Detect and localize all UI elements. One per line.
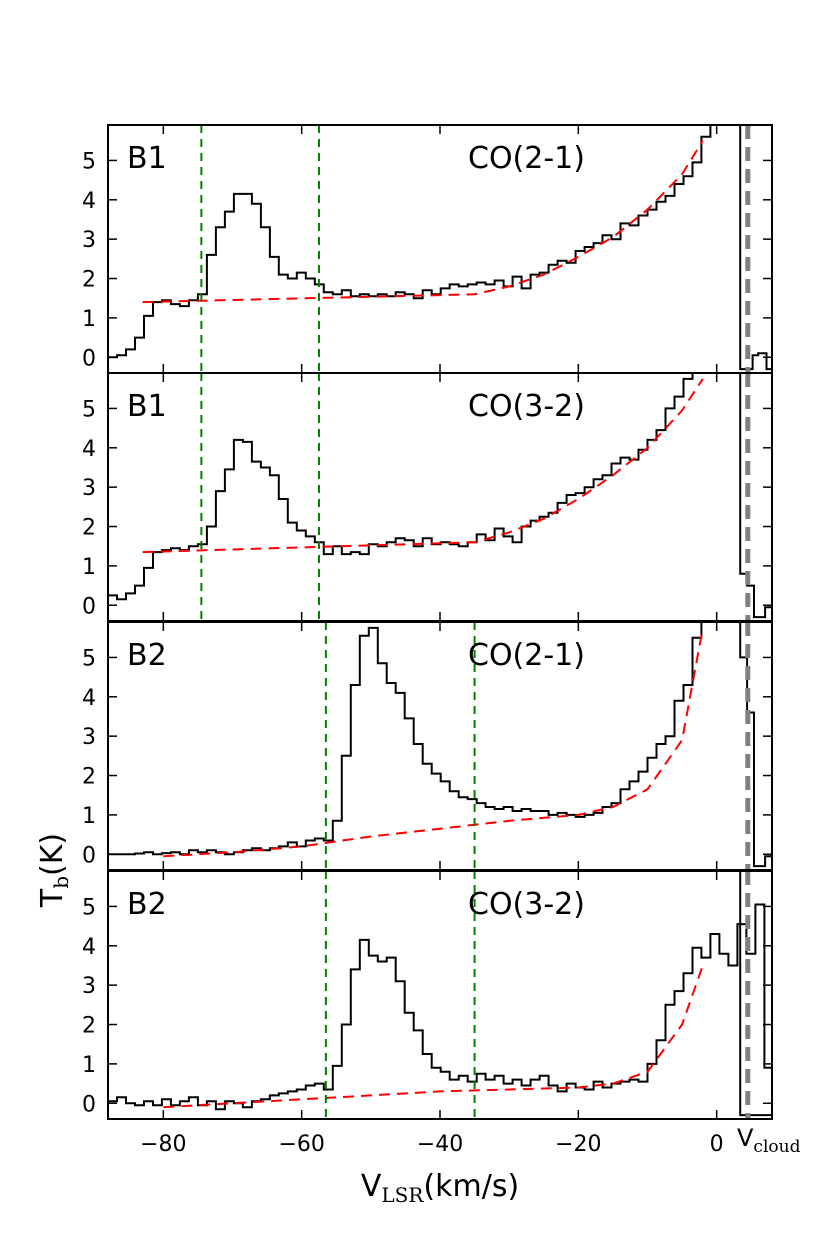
spectrum-line xyxy=(108,373,703,601)
panel-4: 0 1 2 3 4 5 B2 CO(3-2) xyxy=(82,870,773,1120)
vcloud-label-main: V xyxy=(737,1124,754,1152)
panel-source-label: B2 xyxy=(127,638,167,673)
y-tick-label: 3 xyxy=(82,974,96,999)
y-tick-label: 2 xyxy=(82,765,96,790)
panel-source-label: B1 xyxy=(127,141,167,176)
y-tick-label: 0 xyxy=(82,843,96,868)
baseline-fit xyxy=(142,140,704,304)
panel-frame xyxy=(107,870,773,1120)
panels-layer: 0 1 2 3 4 5 B1 CO(2-1) 0 1 2 3 4 5 B1 CO(3-2) 0 1 2 3 4 5 B2 CO… xyxy=(82,124,773,1120)
y-tick-label: 4 xyxy=(82,935,96,960)
panel-line-label: CO(3-2) xyxy=(468,887,585,922)
x-tick-label: −40 xyxy=(417,1132,463,1157)
y-axis-label-main: T xyxy=(35,888,70,908)
x-axis-label-sub: LSR xyxy=(381,1183,424,1207)
y-tick-label: 0 xyxy=(82,1092,96,1117)
y-tick-label: 4 xyxy=(82,686,96,711)
panel-source-label: B2 xyxy=(127,887,167,922)
x-tick-label: −20 xyxy=(555,1132,601,1157)
y-tick-label: 3 xyxy=(82,476,96,501)
panel-frame xyxy=(107,372,773,622)
y-tick-label: 1 xyxy=(82,307,96,332)
vcloud-label: Vcloud xyxy=(737,1124,801,1157)
y-tick-label: 1 xyxy=(82,804,96,829)
spectrum-edge-fragment xyxy=(739,622,772,868)
x-axis-label-unit: (km/s) xyxy=(423,1169,519,1204)
spectrum-edge-fragment xyxy=(739,373,772,619)
y-axis-label-unit: (K) xyxy=(35,833,70,876)
x-tick-label: −60 xyxy=(278,1132,324,1157)
plot-area xyxy=(108,125,772,373)
panel-1: 0 1 2 3 4 5 B1 CO(2-1) xyxy=(82,124,773,374)
panel-2: 0 1 2 3 4 5 B1 CO(3-2) xyxy=(82,372,773,622)
panel-frame xyxy=(107,124,773,374)
y-tick-label: 3 xyxy=(82,228,96,253)
x-axis-label-main: V xyxy=(361,1169,382,1204)
y-tick-label: 5 xyxy=(82,397,96,422)
y-tick-label: 5 xyxy=(82,646,96,671)
panel-3: 0 1 2 3 4 5 B2 CO(2-1) xyxy=(82,621,773,871)
baseline-fit xyxy=(163,965,704,1109)
y-tick-label: 5 xyxy=(82,149,96,174)
x-tick-labels: −80 −60 −40 −20 0 xyxy=(140,1132,724,1157)
y-tick-label: 1 xyxy=(82,555,96,580)
spectrum-line xyxy=(108,125,721,359)
spectrum-line xyxy=(108,903,772,1111)
y-axis-label: Tb(K) xyxy=(35,833,73,908)
y-tick-label: 4 xyxy=(82,189,96,214)
baseline-fit xyxy=(142,378,704,554)
plot-area xyxy=(108,871,772,1119)
y-tick-label: 0 xyxy=(82,594,96,619)
x-tick-label: −80 xyxy=(140,1132,186,1157)
plot-area xyxy=(108,622,772,870)
panel-line-label: CO(2-1) xyxy=(468,141,585,176)
spectrum-edge-fragment xyxy=(739,871,772,1117)
y-tick-label: 2 xyxy=(82,268,96,293)
y-axis-label-sub: b xyxy=(49,876,73,889)
x-axis-label: VLSR(km/s) xyxy=(361,1169,519,1207)
vcloud-label-sub: cloud xyxy=(753,1137,800,1157)
plot-area xyxy=(108,373,772,621)
panel-line-label: CO(3-2) xyxy=(468,389,585,424)
y-tick-label: 2 xyxy=(82,1014,96,1039)
y-tick-label: 4 xyxy=(82,437,96,462)
y-tick-label: 3 xyxy=(82,725,96,750)
panel-frame xyxy=(107,621,773,871)
y-tick-label: 1 xyxy=(82,1053,96,1078)
panel-line-label: CO(2-1) xyxy=(468,638,585,673)
spectrum-line xyxy=(108,622,712,856)
y-tick-label: 0 xyxy=(82,346,96,371)
panel-source-label: B1 xyxy=(127,389,167,424)
baseline-fit xyxy=(163,627,704,858)
spectrum-edge-fragment xyxy=(739,125,772,371)
x-tick-label: 0 xyxy=(710,1132,724,1157)
y-tick-label: 2 xyxy=(82,516,96,541)
y-tick-label: 5 xyxy=(82,895,96,920)
